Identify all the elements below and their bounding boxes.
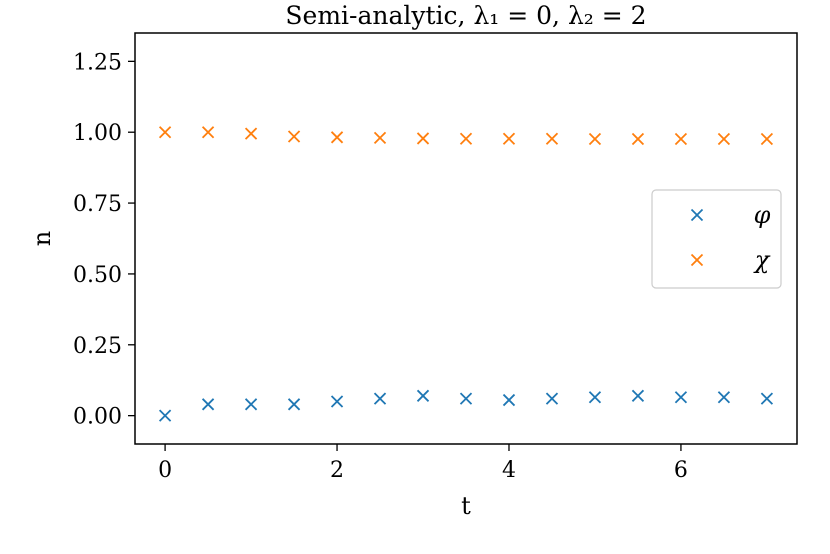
data-point-series-1 [588, 132, 602, 146]
y-tick-label: 0.75 [73, 192, 122, 217]
plot-area [158, 126, 774, 422]
y-axis-label: n [28, 231, 56, 246]
data-point-series-1 [502, 132, 516, 145]
x-tick-label: 2 [330, 458, 344, 483]
y-tick-label: 0.50 [73, 263, 122, 288]
data-point-series-1 [459, 132, 473, 145]
x-axis-label: t [461, 492, 471, 520]
data-point-series-0 [201, 398, 215, 411]
data-point-series-0 [244, 398, 258, 411]
y-tick-label: 1.25 [73, 50, 122, 75]
data-point-series-1 [717, 132, 731, 146]
axis-ticks: 0 2 4 6 0.00 0.25 0.50 0.75 1.00 1.25 [73, 50, 688, 483]
data-point-series-1 [244, 127, 258, 140]
data-point-series-1 [287, 130, 301, 143]
data-point-series-0 [287, 398, 301, 411]
data-point-series-0 [416, 389, 430, 402]
y-tick-label: 1.00 [73, 121, 122, 146]
data-point-series-0 [588, 391, 602, 404]
data-point-series-0 [631, 389, 645, 402]
data-point-series-1 [545, 132, 559, 145]
data-point-series-1 [760, 132, 774, 146]
legend: φχ [651, 189, 782, 289]
data-point-series-0 [717, 391, 731, 404]
data-point-series-1 [674, 132, 688, 146]
data-point-series-0 [373, 392, 387, 405]
data-point-series-1 [631, 132, 645, 146]
x-tick-label: 4 [502, 458, 516, 483]
data-point-series-0 [674, 391, 688, 404]
y-tick-label: 0.00 [73, 405, 122, 430]
legend-label-0: φ [754, 201, 771, 229]
x-tick-label: 6 [674, 458, 688, 483]
data-point-series-1 [330, 131, 344, 144]
legend-marker-0 [690, 208, 704, 222]
data-point-series-0 [545, 392, 559, 405]
chart-title: Semi-analytic, λ₁ = 0, λ₂ = 2 [285, 1, 646, 30]
data-point-series-0 [459, 392, 473, 405]
legend-label-1: χ [753, 246, 771, 274]
legend-marker-1 [690, 253, 704, 267]
plot-frame [134, 32, 798, 445]
data-point-series-0 [502, 393, 516, 407]
data-point-series-1 [201, 126, 215, 139]
legend-box [651, 189, 782, 289]
data-point-series-1 [373, 131, 387, 145]
data-point-series-0 [760, 392, 774, 405]
data-point-series-0 [158, 409, 172, 422]
data-point-series-0 [330, 395, 344, 408]
data-point-series-1 [158, 126, 172, 139]
data-point-series-1 [416, 132, 430, 145]
y-tick-label: 0.25 [73, 334, 122, 359]
x-tick-label: 0 [158, 458, 172, 483]
